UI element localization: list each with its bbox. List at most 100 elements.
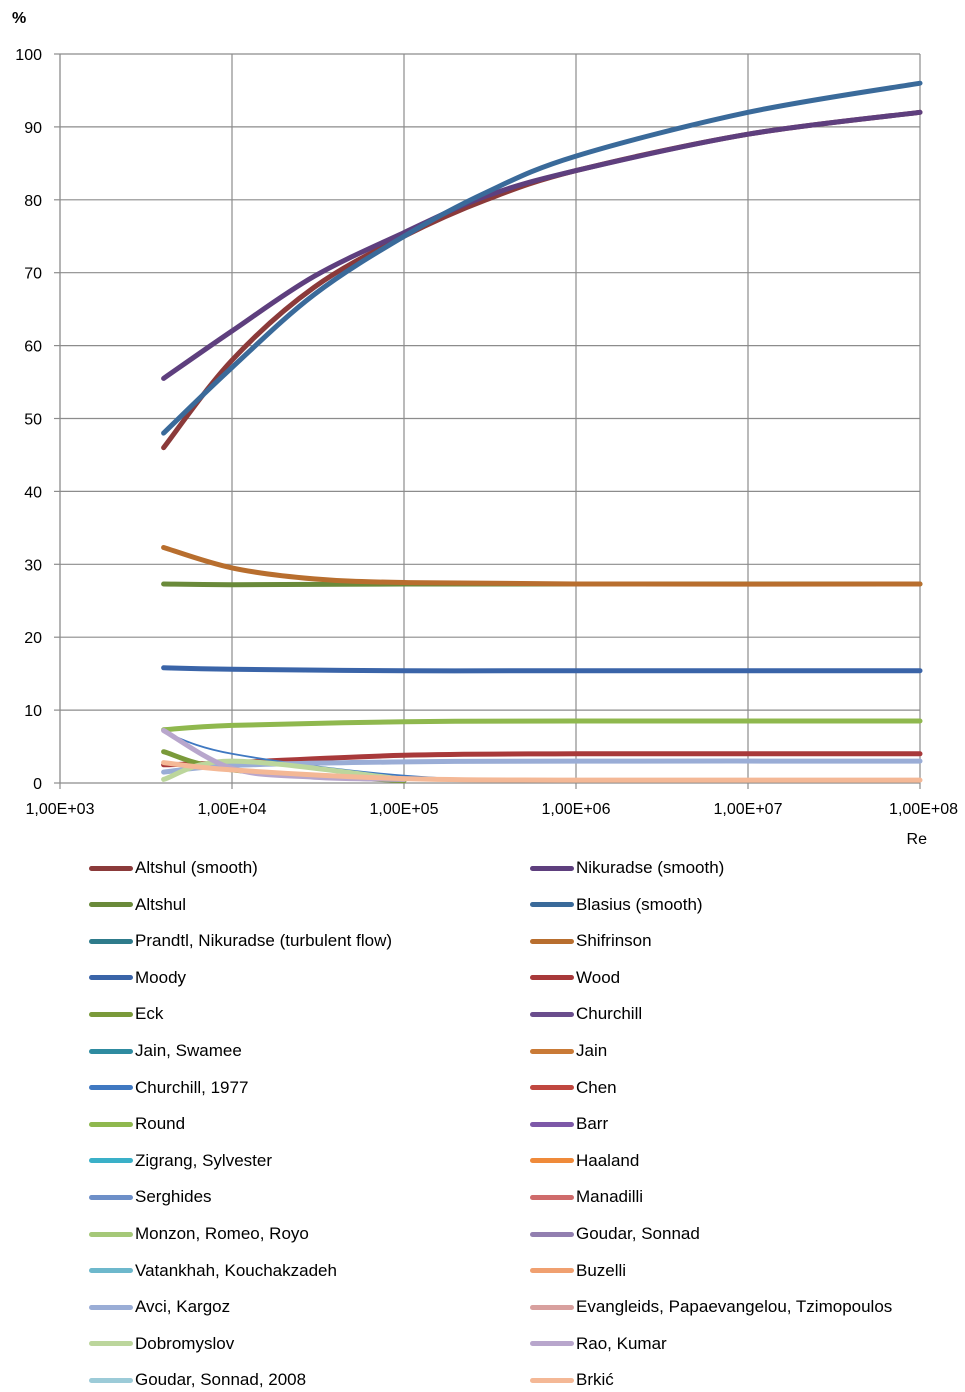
legend-swatch — [89, 1011, 133, 1017]
legend-label: Haaland — [576, 1150, 640, 1170]
legend-swatch — [530, 1377, 574, 1383]
legend-label: Buzelli — [576, 1260, 627, 1280]
x-tick-label: 1,00E+04 — [198, 801, 267, 818]
legend-label: Chen — [576, 1077, 617, 1097]
legend-item: Rao, Kumar — [530, 1332, 667, 1356]
chart-series-lines — [161, 80, 923, 784]
legend-swatch — [89, 1085, 133, 1091]
legend-label: Manadilli — [576, 1187, 644, 1207]
y-tick-label: 80 — [24, 193, 42, 210]
legend-label: Serghides — [135, 1187, 212, 1207]
legend-swatch — [89, 865, 133, 871]
legend-label: Barr — [576, 1114, 609, 1134]
legend-swatch — [89, 902, 133, 908]
y-tick-label: 90 — [24, 120, 42, 137]
legend-item: Churchill — [530, 1002, 642, 1026]
legend-label: Goudar, Sonnad — [576, 1224, 700, 1243]
legend-swatch — [89, 1231, 133, 1237]
legend-swatch — [530, 1194, 574, 1200]
legend-label: Goudar, Sonnad, 2008 — [135, 1370, 307, 1390]
legend-swatch — [89, 1268, 133, 1274]
line-chart: 0 10 20 30 40 50 60 70 80 90 100 1,00E+03 1,00E+04 1,… — [12, 10, 958, 848]
legend-swatch — [89, 975, 133, 981]
legend-swatch — [530, 975, 574, 981]
legend-item: Vatankhah, Kouchakzadeh — [89, 1259, 337, 1283]
legend-swatch — [530, 1011, 574, 1017]
legend-label: Churchill — [576, 1004, 643, 1024]
y-tick-label: 40 — [24, 484, 42, 501]
legend-item: Manadilli — [530, 1185, 643, 1209]
y-axis-label: % — [12, 10, 26, 27]
legend-item: Wood — [530, 966, 620, 990]
legend-label: Zigrang, Sylvester — [135, 1150, 272, 1170]
y-tick-label: 50 — [24, 412, 42, 429]
legend-item: Jain, Swamee — [89, 1039, 242, 1063]
legend-swatch — [530, 1048, 574, 1054]
legend-item: Altshul — [89, 893, 186, 917]
legend-item: Goudar, Sonnad, 2008 — [89, 1368, 306, 1392]
legend-item: Moody — [89, 966, 186, 990]
legend-label: Blasius (smooth) — [576, 894, 703, 914]
legend-item: Brkić — [530, 1368, 614, 1392]
legend-label: Rao, Kumar — [576, 1333, 667, 1353]
legend-label: Moody — [135, 967, 187, 987]
legend-label: Evangleids, Papaevangelou, Tzimopoulos — [576, 1297, 893, 1317]
legend-item: Churchill, 1977 — [89, 1076, 248, 1100]
legend-item: Shifrinson — [530, 929, 652, 953]
legend-item: Serghides — [89, 1185, 212, 1209]
legend-label: Altshul (smooth) — [135, 858, 258, 877]
series-line — [161, 665, 923, 674]
legend-item: Altshul (smooth) — [89, 856, 258, 880]
chart-tick-labels: 0 10 20 30 40 50 60 70 80 90 100 1,00E+03 1,00E+04 1,… — [15, 47, 958, 818]
series-line — [161, 109, 923, 381]
legend-item: Goudar, Sonnad — [530, 1222, 700, 1246]
chart-grid — [60, 53, 921, 783]
legend-swatch — [89, 1121, 133, 1127]
legend-swatch — [530, 1231, 574, 1237]
x-tick-label: 1,00E+03 — [26, 801, 95, 818]
x-tick-label: 1,00E+06 — [542, 801, 611, 818]
legend-label: Shifrinson — [576, 931, 652, 951]
legend-label: Altshul — [135, 894, 187, 914]
legend-swatch — [530, 1268, 574, 1274]
y-tick-label: 0 — [33, 776, 42, 793]
legend-swatch — [530, 1158, 574, 1164]
legend-label: Prandtl, Nikuradse (turbulent flow) — [135, 931, 393, 951]
legend-item: Barr — [530, 1112, 608, 1136]
y-tick-label: 10 — [24, 703, 42, 720]
legend-swatch — [89, 1304, 133, 1310]
legend-label: Monzon, Romeo, Royo — [135, 1224, 309, 1243]
legend-item: Evangleids, Papaevangelou, Tzimopoulos — [530, 1295, 892, 1319]
legend-item: Blasius (smooth) — [530, 893, 703, 917]
legend-swatch — [89, 938, 133, 944]
series-line — [161, 545, 923, 587]
x-axis-label: Re — [907, 831, 928, 848]
legend-item: Avci, Kargoz — [89, 1295, 230, 1319]
legend-item: Round — [89, 1112, 185, 1136]
legend-swatch — [530, 902, 574, 908]
legend-item: Eck — [89, 1002, 163, 1026]
legend-label: Nikuradse (smooth) — [576, 858, 725, 877]
legend-label: Eck — [135, 1004, 164, 1024]
legend-item: Dobromyslov — [89, 1332, 234, 1356]
y-tick-label: 100 — [15, 47, 42, 64]
x-tick-label: 1,00E+08 — [889, 801, 958, 818]
y-tick-label: 20 — [24, 630, 42, 647]
legend-item: Chen — [530, 1076, 617, 1100]
legend-label: Dobromyslov — [135, 1333, 235, 1353]
legend-label: Wood — [576, 967, 621, 987]
legend-label: Jain, Swamee — [135, 1041, 242, 1060]
legend-swatch — [530, 1085, 574, 1091]
series-line — [161, 80, 923, 436]
legend-swatch — [89, 1341, 133, 1347]
legend-swatch — [530, 865, 574, 871]
series-line — [161, 758, 923, 775]
chart-axes — [54, 53, 921, 789]
legend-swatch — [89, 1194, 133, 1200]
legend-item: Haaland — [530, 1149, 639, 1173]
y-tick-label: 60 — [24, 339, 42, 356]
legend-swatch — [530, 1121, 574, 1127]
legend-swatch — [530, 1341, 574, 1347]
legend-label: Avci, Kargoz — [135, 1297, 231, 1317]
y-tick-label: 70 — [24, 266, 42, 283]
